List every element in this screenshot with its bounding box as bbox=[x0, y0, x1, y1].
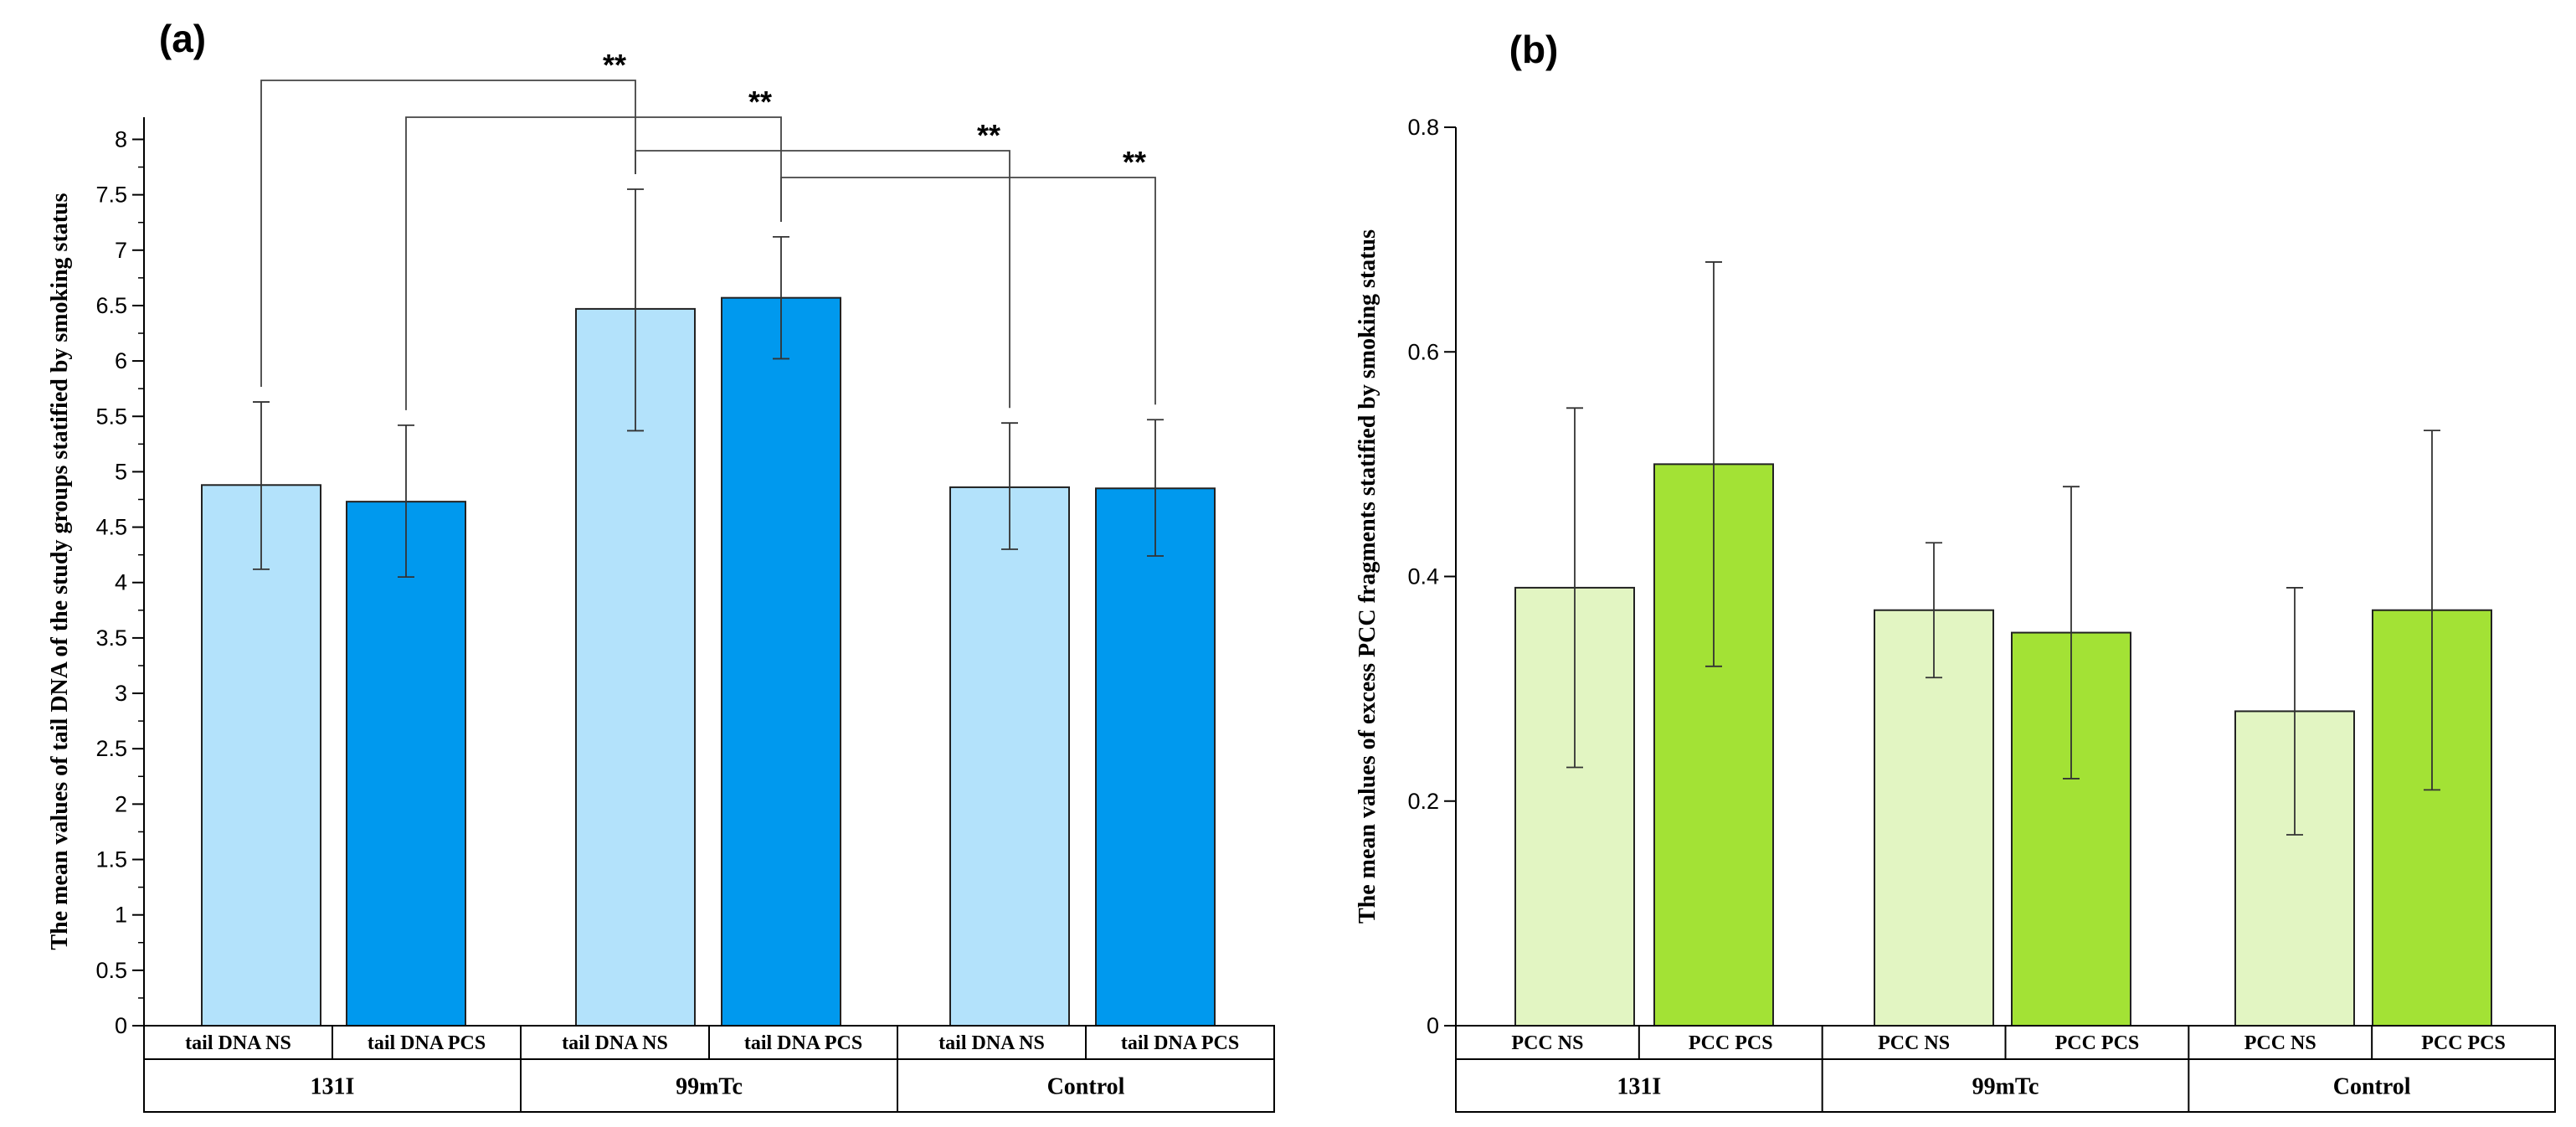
y-tick-label-b: 0.6 bbox=[1407, 339, 1439, 364]
panel-label-b: (b) bbox=[1509, 28, 1559, 71]
category-label-b: PCC NS bbox=[1878, 1032, 1950, 1054]
group-label-b: 99mTc bbox=[1972, 1074, 2039, 1100]
y-tick-label-a: 0 bbox=[115, 1013, 127, 1038]
panel-a-chart: (a) The mean values of tail DNA of the st… bbox=[47, 17, 1275, 1113]
category-label-a: tail DNA PCS bbox=[1121, 1032, 1239, 1054]
y-axis-label-a: The mean values of tail DNA of the study… bbox=[47, 193, 73, 949]
category-label-b: PCC NS bbox=[2244, 1032, 2316, 1054]
y-tick-label-a: 7.5 bbox=[95, 183, 127, 208]
y-tick-label-a: 7 bbox=[115, 238, 127, 263]
group-label-b: Control bbox=[2333, 1074, 2411, 1100]
y-tick-label-a: 4.5 bbox=[95, 515, 127, 540]
bar-b-3 bbox=[1874, 609, 1994, 1027]
significance-label-4: ** bbox=[1123, 145, 1146, 179]
group-label-a: Control bbox=[1047, 1074, 1125, 1100]
y-axis-label-b: The mean values of excess PCC fragments … bbox=[1355, 229, 1381, 924]
y-tick-label-b: 0.2 bbox=[1407, 789, 1439, 814]
y-tick-label-a: 1.5 bbox=[95, 847, 127, 872]
category-label-a: tail DNA PCS bbox=[744, 1032, 862, 1054]
y-tick-label-a: 2.5 bbox=[95, 736, 127, 761]
y-tick-label-a: 5 bbox=[115, 459, 127, 484]
significance-bracket-3 bbox=[635, 150, 1010, 409]
significance-label-2: ** bbox=[748, 85, 772, 119]
group-label-a: 99mTc bbox=[676, 1074, 743, 1100]
significance-bracket-1 bbox=[260, 80, 636, 388]
significance-bracket-4 bbox=[780, 177, 1156, 405]
significance-label-1: ** bbox=[603, 48, 626, 82]
category-label-b: PCC PCS bbox=[2421, 1032, 2506, 1054]
y-tick-label-a: 4 bbox=[115, 570, 127, 595]
group-row-b bbox=[1455, 1058, 2556, 1113]
category-label-a: tail DNA NS bbox=[562, 1032, 668, 1054]
bar-a-4 bbox=[721, 296, 841, 1027]
y-tick-label-a: 1 bbox=[115, 903, 127, 928]
panel-label-a: (a) bbox=[159, 17, 206, 60]
category-label-a: tail DNA NS bbox=[185, 1032, 291, 1054]
category-label-a: tail DNA PCS bbox=[368, 1032, 486, 1054]
y-tick-label-a: 3.5 bbox=[95, 625, 127, 651]
group-label-a: 131I bbox=[311, 1074, 355, 1100]
y-tick-label-a: 5.5 bbox=[95, 404, 127, 429]
y-tick-label-a: 6 bbox=[115, 348, 127, 373]
y-tick-label-a: 6.5 bbox=[95, 293, 127, 318]
panel-b-chart: (b) The mean values of excess PCC fragmen… bbox=[1355, 28, 2556, 1113]
category-label-b: PCC PCS bbox=[1689, 1032, 1773, 1054]
y-tick-label-b: 0 bbox=[1427, 1013, 1439, 1038]
y-tick-label-a: 8 bbox=[115, 126, 127, 152]
y-tick-label-b: 0.4 bbox=[1407, 564, 1439, 589]
y-tick-label-a: 3 bbox=[115, 681, 127, 706]
y-tick-label-b: 0.8 bbox=[1407, 115, 1439, 140]
category-label-a: tail DNA NS bbox=[938, 1032, 1045, 1054]
bar-a-6 bbox=[1095, 487, 1216, 1027]
y-tick-label-a: 0.5 bbox=[95, 958, 127, 983]
category-label-b: PCC PCS bbox=[2055, 1032, 2140, 1054]
group-label-b: 131I bbox=[1617, 1074, 1661, 1100]
bar-a-2 bbox=[346, 501, 466, 1027]
bar-a-5 bbox=[949, 486, 1070, 1027]
significance-bracket-2 bbox=[405, 116, 782, 410]
significance-label-3: ** bbox=[977, 118, 1000, 152]
category-label-b: PCC NS bbox=[1511, 1032, 1583, 1054]
group-row-a bbox=[143, 1058, 1275, 1113]
y-tick-label-a: 2 bbox=[115, 791, 127, 816]
